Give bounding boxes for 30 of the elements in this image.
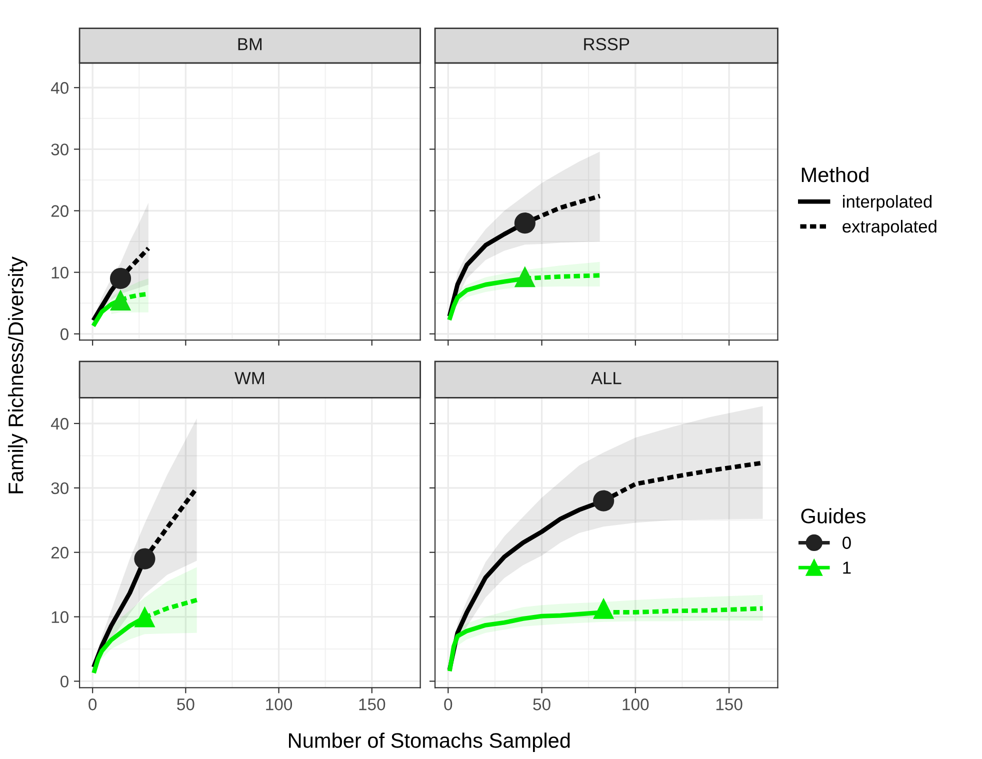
y-tick-label: 20 <box>51 205 68 217</box>
legend-title: Method <box>802 166 868 182</box>
x-tick-label: 0 <box>88 698 97 710</box>
y-tick-label: 40 <box>50 82 68 94</box>
y-tick-label: 30 <box>51 144 68 156</box>
x-tick-label: 100 <box>622 698 649 710</box>
chart-title: ALL <box>590 372 622 384</box>
legend-label: interpolated <box>843 195 932 212</box>
y-tick-label: 10 <box>52 611 68 623</box>
legend-label: 1 <box>843 562 851 574</box>
x-tick-label: 0 <box>444 698 452 710</box>
y-tick-label: 40 <box>50 418 68 430</box>
chart-title: RSSP <box>584 38 630 50</box>
chart-title: BM <box>238 38 262 50</box>
x-tick-label: 100 <box>266 698 292 710</box>
y-tick-label: 0 <box>60 676 68 688</box>
y-tick-label: 10 <box>52 266 68 279</box>
x-tick-label: 50 <box>177 698 194 710</box>
x-axis-title: Number of Stomachs Sampled <box>289 732 570 752</box>
x-tick-label: 150 <box>716 698 742 710</box>
x-tick-label: 50 <box>533 698 550 710</box>
x-tick-label: 150 <box>359 698 386 710</box>
chart-title: WM <box>234 372 264 384</box>
legend-title: Guides <box>801 508 866 524</box>
y-axis-title: Family Richness/Diversity <box>8 256 28 494</box>
y-tick-label: 0 <box>60 328 68 340</box>
y-tick-label: 30 <box>51 482 68 494</box>
legend-label: extrapolated <box>842 220 936 236</box>
legend-label: 0 <box>842 536 851 549</box>
y-tick-label: 20 <box>51 546 68 559</box>
